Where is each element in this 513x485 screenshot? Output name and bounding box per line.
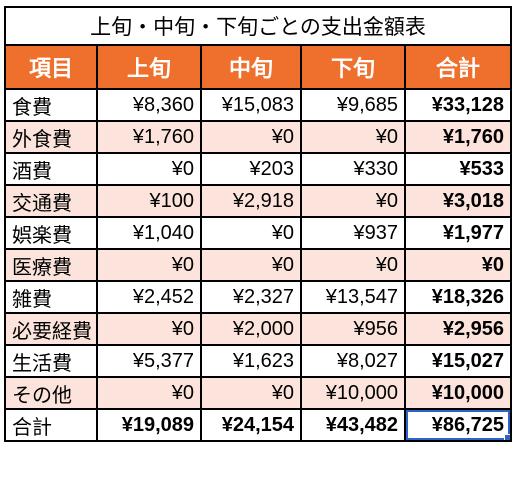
early-cell[interactable]: ¥5,377 <box>96 344 202 378</box>
total-cell[interactable]: ¥533 <box>403 152 513 186</box>
total-cell[interactable]: ¥10,000 <box>403 376 513 410</box>
sum-label-cell[interactable]: 合計 <box>4 408 98 442</box>
header-cell-early[interactable]: 上旬 <box>96 44 202 90</box>
total-cell[interactable]: ¥33,128 <box>403 88 513 122</box>
header-cell-total[interactable]: 合計 <box>403 44 513 90</box>
row-label-cell[interactable]: 医療費 <box>4 248 98 282</box>
row-label-cell[interactable]: 酒費 <box>4 152 98 186</box>
middle-cell[interactable]: ¥15,083 <box>200 88 302 122</box>
late-cell[interactable]: ¥13,547 <box>300 280 406 314</box>
early-cell[interactable]: ¥8,360 <box>96 88 202 122</box>
total-cell[interactable]: ¥0 <box>403 248 513 282</box>
early-cell[interactable]: ¥0 <box>96 376 202 410</box>
row-label-cell[interactable]: その他 <box>4 376 98 410</box>
table-row: 外食費 ¥1,760 ¥0 ¥0 ¥1,760 <box>4 120 513 154</box>
grand-total-value: ¥86,725 <box>431 413 505 436</box>
sum-row: 合計 ¥19,089 ¥24,154 ¥43,482 ¥86,725 <box>4 408 513 442</box>
sum-middle-cell[interactable]: ¥24,154 <box>200 408 302 442</box>
row-label-cell[interactable]: 食費 <box>4 88 98 122</box>
row-label-cell[interactable]: 交通費 <box>4 184 98 218</box>
late-cell[interactable]: ¥0 <box>300 248 406 282</box>
total-cell[interactable]: ¥1,760 <box>403 120 513 154</box>
early-cell[interactable]: ¥1,040 <box>96 216 202 250</box>
late-cell[interactable]: ¥0 <box>300 184 406 218</box>
table-row: 必要経費 ¥0 ¥2,000 ¥956 ¥2,956 <box>4 312 513 346</box>
late-cell[interactable]: ¥330 <box>300 152 406 186</box>
expense-table: 上旬・中旬・下旬ごとの支出金額表 項目 上旬 中旬 下旬 合計 食費 ¥8,36… <box>3 6 513 442</box>
total-cell[interactable]: ¥2,956 <box>403 312 513 346</box>
total-cell[interactable]: ¥15,027 <box>403 344 513 378</box>
total-cell[interactable]: ¥3,018 <box>403 184 513 218</box>
early-cell[interactable]: ¥0 <box>96 152 202 186</box>
table-row: 交通費 ¥100 ¥2,918 ¥0 ¥3,018 <box>4 184 513 218</box>
table-row: その他 ¥0 ¥0 ¥10,000 ¥10,000 <box>4 376 513 410</box>
table-row: 娯楽費 ¥1,040 ¥0 ¥937 ¥1,977 <box>4 216 513 250</box>
early-cell[interactable]: ¥1,760 <box>96 120 202 154</box>
table-row: 酒費 ¥0 ¥203 ¥330 ¥533 <box>4 152 513 186</box>
late-cell[interactable]: ¥0 <box>300 120 406 154</box>
middle-cell[interactable]: ¥2,327 <box>200 280 302 314</box>
middle-cell[interactable]: ¥203 <box>200 152 302 186</box>
title-row: 上旬・中旬・下旬ごとの支出金額表 <box>3 6 513 46</box>
middle-cell[interactable]: ¥1,623 <box>200 344 302 378</box>
middle-cell[interactable]: ¥2,918 <box>200 184 302 218</box>
fill-handle[interactable] <box>504 434 510 439</box>
header-cell-item[interactable]: 項目 <box>4 44 98 90</box>
row-label-cell[interactable]: 外食費 <box>4 120 98 154</box>
middle-cell[interactable]: ¥0 <box>200 216 302 250</box>
table-row: 生活費 ¥5,377 ¥1,623 ¥8,027 ¥15,027 <box>4 344 513 378</box>
header-row: 項目 上旬 中旬 下旬 合計 <box>4 44 513 90</box>
table-title-cell[interactable]: 上旬・中旬・下旬ごとの支出金額表 <box>3 6 513 46</box>
table-row: 雑費 ¥2,452 ¥2,327 ¥13,547 ¥18,326 <box>4 280 513 314</box>
row-label-cell[interactable]: 必要経費 <box>4 312 98 346</box>
late-cell[interactable]: ¥8,027 <box>300 344 406 378</box>
middle-cell[interactable]: ¥0 <box>200 248 302 282</box>
late-cell[interactable]: ¥9,685 <box>300 88 406 122</box>
middle-cell[interactable]: ¥0 <box>200 376 302 410</box>
table-row: 医療費 ¥0 ¥0 ¥0 ¥0 <box>4 248 513 282</box>
early-cell[interactable]: ¥100 <box>96 184 202 218</box>
row-label-cell[interactable]: 娯楽費 <box>4 216 98 250</box>
table-row: 食費 ¥8,360 ¥15,083 ¥9,685 ¥33,128 <box>4 88 513 122</box>
sum-early-cell[interactable]: ¥19,089 <box>96 408 202 442</box>
early-cell[interactable]: ¥0 <box>96 312 202 346</box>
early-cell[interactable]: ¥0 <box>96 248 202 282</box>
row-label-cell[interactable]: 雑費 <box>4 280 98 314</box>
total-cell[interactable]: ¥1,977 <box>403 216 513 250</box>
row-label-cell[interactable]: 生活費 <box>4 344 98 378</box>
total-cell[interactable]: ¥18,326 <box>403 280 513 314</box>
header-cell-late[interactable]: 下旬 <box>300 44 406 90</box>
middle-cell[interactable]: ¥0 <box>200 120 302 154</box>
early-cell[interactable]: ¥2,452 <box>96 280 202 314</box>
header-cell-middle[interactable]: 中旬 <box>200 44 302 90</box>
middle-cell[interactable]: ¥2,000 <box>200 312 302 346</box>
grand-total-cell[interactable]: ¥86,725 <box>403 408 513 442</box>
late-cell[interactable]: ¥956 <box>300 312 406 346</box>
late-cell[interactable]: ¥937 <box>300 216 406 250</box>
late-cell[interactable]: ¥10,000 <box>300 376 406 410</box>
sum-late-cell[interactable]: ¥43,482 <box>300 408 406 442</box>
